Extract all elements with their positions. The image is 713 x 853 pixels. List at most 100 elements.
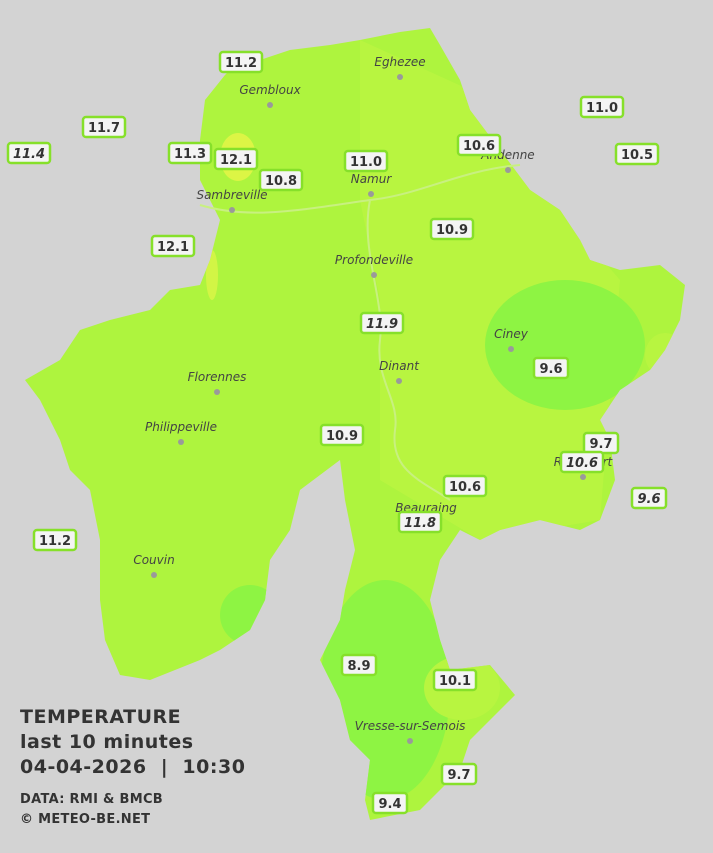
station: 8.9 [340, 653, 378, 677]
city-dot [396, 378, 402, 384]
station-value: 11.7 [88, 121, 120, 136]
city-dot [151, 572, 157, 578]
city-dot [397, 74, 403, 80]
station-box [340, 653, 378, 677]
station-value: 10.5 [621, 148, 653, 163]
station-value: 11.8 [404, 516, 436, 531]
station: 11.0 [343, 149, 389, 173]
station-value: 10.6 [449, 480, 481, 495]
city-label: Namur [351, 172, 393, 186]
legend-source: DATA: RMI & BMCB [20, 792, 163, 807]
station-box [81, 115, 127, 139]
station-box [432, 668, 478, 692]
station-box [559, 450, 605, 474]
city-label: Eghezee [374, 55, 425, 69]
city-dot [267, 102, 273, 108]
station-box [371, 791, 409, 815]
legend-title: TEMPERATURE [20, 706, 181, 728]
station-box [319, 423, 365, 447]
station-value: 12.1 [157, 240, 189, 255]
station-box [579, 95, 625, 119]
station-value: 10.1 [439, 674, 471, 689]
city-dot [178, 439, 184, 445]
station-value: 11.2 [39, 534, 71, 549]
station-value: 9.6 [539, 362, 562, 377]
city-label: Profondeville [335, 253, 413, 267]
station-value: 11.4 [13, 147, 45, 162]
temp-zone [485, 280, 645, 410]
station: 10.6 [442, 474, 488, 498]
station: 12.1 [150, 234, 196, 258]
station-value: 9.7 [447, 768, 470, 783]
station-box [532, 356, 570, 380]
city-label: Philippeville [145, 420, 217, 434]
station-value: 11.3 [174, 147, 206, 162]
station: 11.9 [359, 311, 405, 335]
legend-subtitle: last 10 minutes [20, 731, 194, 753]
station: 10.9 [429, 217, 475, 241]
station-box [6, 141, 52, 165]
station-box [359, 311, 405, 335]
station-box [440, 762, 478, 786]
station: 11.8 [397, 510, 443, 534]
temp-zone [206, 250, 218, 300]
station-value: 11.9 [366, 317, 398, 332]
city-dot [508, 346, 514, 352]
station-box [442, 474, 488, 498]
station: 11.0 [579, 95, 625, 119]
city-label: Vresse-sur-Semois [355, 719, 466, 733]
city-label: Sambreville [196, 188, 267, 202]
city-label: Dinant [379, 359, 420, 373]
station-value: 11.2 [225, 56, 257, 71]
station: 11.3 [167, 141, 213, 165]
temp-zone [360, 40, 620, 540]
city-dot [580, 474, 586, 480]
station: 10.6 [559, 450, 605, 474]
city-dot [407, 738, 413, 744]
station: 10.1 [432, 668, 478, 692]
station: 9.6 [630, 486, 668, 510]
station-value: 10.6 [566, 456, 598, 471]
station-value: 10.6 [463, 139, 495, 154]
station: 11.7 [81, 115, 127, 139]
city-dot [214, 389, 220, 395]
station-box [167, 141, 213, 165]
city-dot [371, 272, 377, 278]
city-dot [505, 167, 511, 173]
station: 10.5 [614, 142, 660, 166]
station: 11.4 [6, 141, 52, 165]
legend-credit: © METEO-BE.NET [20, 812, 150, 827]
city-label: Gembloux [239, 83, 301, 97]
station-box [213, 147, 259, 171]
station-value: 9.6 [637, 492, 660, 507]
station-value: 10.9 [436, 223, 468, 238]
station-box [456, 133, 502, 157]
city-dot [229, 207, 235, 213]
station-value: 10.8 [265, 174, 297, 189]
station-value: 8.9 [347, 659, 370, 674]
station: 9.7 [440, 762, 478, 786]
legend-datetime: 04-04-2026 | 10:30 [20, 756, 245, 778]
station-box [218, 50, 264, 74]
station: 10.8 [258, 168, 304, 192]
station-value: 9.7 [589, 437, 612, 452]
station-box [397, 510, 443, 534]
station-box [343, 149, 389, 173]
station-box [429, 217, 475, 241]
station: 9.7 [582, 431, 620, 455]
city-dot [368, 191, 374, 197]
station-box [150, 234, 196, 258]
river [199, 164, 521, 501]
station-value: 11.0 [350, 155, 382, 170]
station-value: 11.0 [586, 101, 618, 116]
station-box [630, 486, 668, 510]
city-label: Couvin [133, 553, 174, 567]
station-value: 9.4 [378, 797, 401, 812]
station-box [614, 142, 660, 166]
station: 10.6 [456, 133, 502, 157]
station: 9.4 [371, 791, 409, 815]
station: 11.2 [218, 50, 264, 74]
station: 9.6 [532, 356, 570, 380]
station: 11.2 [32, 528, 78, 552]
